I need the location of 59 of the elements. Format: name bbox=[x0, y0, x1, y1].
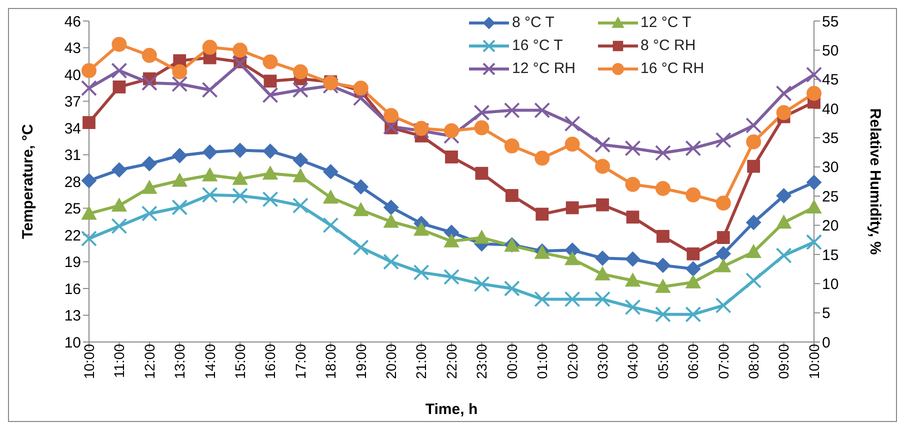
x-tick-label: 00:00 bbox=[504, 344, 520, 380]
legend-label: 16 °C T bbox=[512, 37, 563, 54]
y2-tick-label: 55 bbox=[822, 13, 839, 30]
y2-tick-label: 0 bbox=[822, 334, 830, 352]
x-tick-label: 19:00 bbox=[352, 344, 369, 380]
y2-tick-label: 35 bbox=[822, 130, 839, 148]
y2-tick-label: 25 bbox=[822, 188, 839, 206]
y-tick-label: 25 bbox=[64, 200, 81, 218]
y2-tick-label: 50 bbox=[822, 42, 839, 60]
x-tick-label: 08:00 bbox=[746, 344, 762, 380]
y2-tick-label: 5 bbox=[822, 305, 830, 322]
x-tick-label: 09:00 bbox=[776, 344, 792, 380]
y2-axis-title: Relative Humidity, % bbox=[866, 108, 884, 255]
y-tick-label: 10 bbox=[64, 334, 81, 352]
x-tick-label: 10:00 bbox=[80, 344, 97, 380]
legend-label: 12 °C T bbox=[640, 14, 692, 31]
x-tick-label: 14:00 bbox=[202, 344, 218, 380]
x-tick-label: 13:00 bbox=[172, 344, 188, 380]
y-tick-label: 34 bbox=[64, 120, 81, 138]
x-tick-label: 05:00 bbox=[654, 344, 671, 380]
legend-label: 16 °C RH bbox=[640, 60, 704, 77]
y2-tick-label: 30 bbox=[822, 159, 839, 176]
legend-label: 8 °C RH bbox=[640, 37, 696, 54]
x-tick-label: 22:00 bbox=[443, 344, 460, 380]
x-tick-label: 07:00 bbox=[715, 344, 732, 380]
y-axis-title: Temperature, °C bbox=[19, 124, 36, 239]
x-tick-label: 12:00 bbox=[141, 344, 158, 380]
y-tick-label: 37 bbox=[64, 94, 81, 111]
y-tick-label: 40 bbox=[64, 66, 81, 84]
y-tick-label: 31 bbox=[64, 147, 81, 164]
legend-label: 8 °C T bbox=[512, 14, 554, 31]
x-tick-label: 15:00 bbox=[232, 344, 248, 380]
x-tick-label: 04:00 bbox=[624, 344, 641, 380]
y-tick-label: 16 bbox=[64, 280, 81, 298]
y2-tick-label: 45 bbox=[822, 72, 839, 89]
x-tick-label: 21:00 bbox=[413, 344, 430, 380]
x-tick-label: 23:00 bbox=[474, 344, 490, 380]
x-tick-label: 01:00 bbox=[534, 344, 550, 380]
x-tick-label: 02:00 bbox=[564, 344, 580, 380]
y-tick-label: 19 bbox=[64, 254, 81, 272]
x-tick-label: 16:00 bbox=[262, 344, 278, 380]
y-tick-label: 13 bbox=[64, 308, 81, 325]
y2-tick-label: 20 bbox=[822, 218, 839, 235]
x-tick-label: 11:00 bbox=[111, 344, 128, 378]
y-tick-label: 43 bbox=[64, 40, 81, 58]
y2-tick-label: 40 bbox=[822, 100, 839, 118]
y-tick-label: 22 bbox=[64, 227, 81, 244]
x-tick-label: 10:00 bbox=[806, 344, 822, 380]
x-tick-label: 17:00 bbox=[292, 344, 308, 380]
x-tick-label: 18:00 bbox=[322, 344, 339, 380]
y-tick-label: 46 bbox=[64, 13, 81, 30]
x-tick-label: 20:00 bbox=[383, 344, 400, 380]
x-axis-title: Time, h bbox=[425, 401, 478, 418]
y2-tick-label: 15 bbox=[822, 246, 839, 264]
legend-label: 12 °C RH bbox=[512, 60, 576, 77]
x-tick-label: 06:00 bbox=[685, 344, 702, 380]
x-tick-label: 03:00 bbox=[594, 344, 610, 380]
y-tick-label: 28 bbox=[64, 174, 81, 191]
y2-tick-label: 10 bbox=[822, 276, 839, 293]
